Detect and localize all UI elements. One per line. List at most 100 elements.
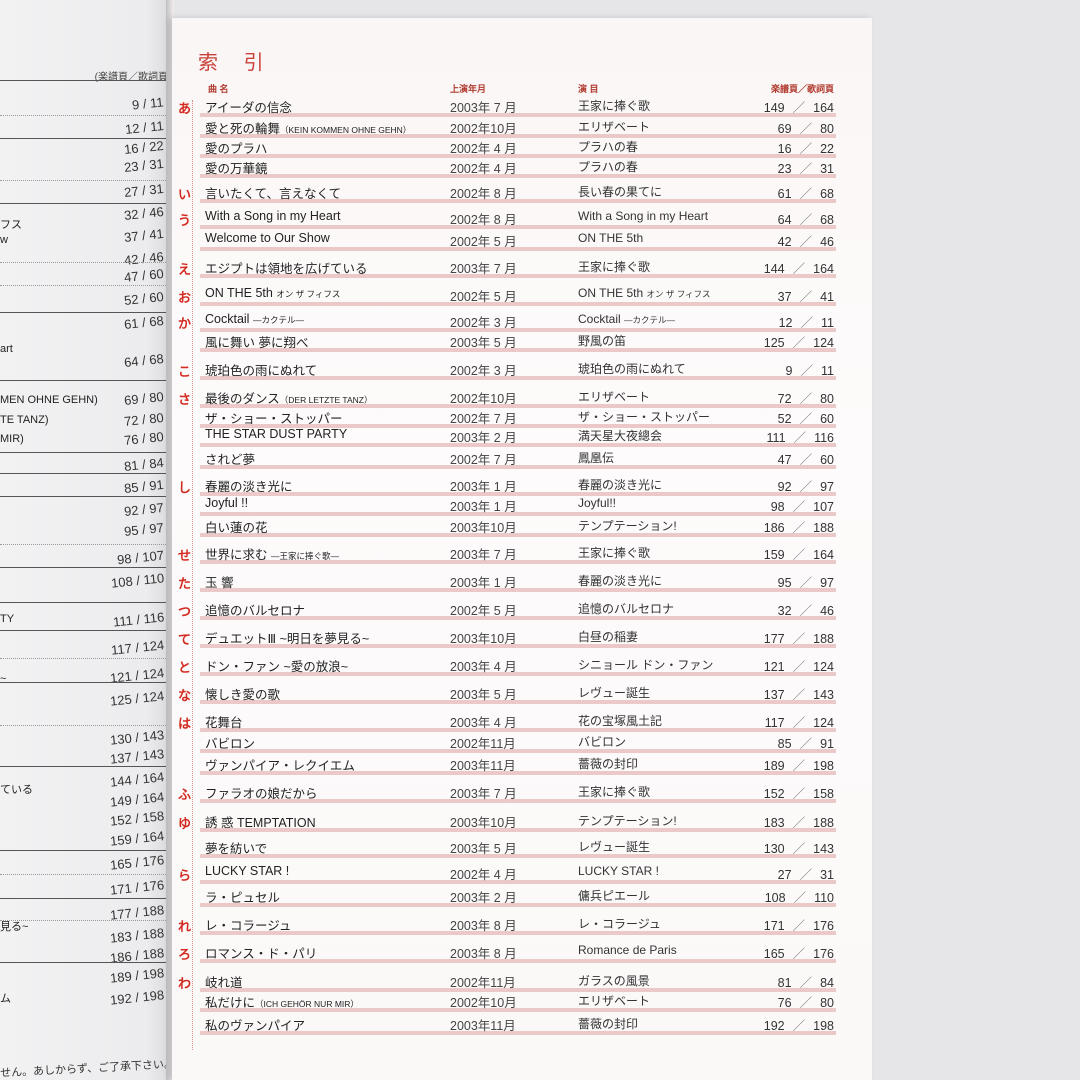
page-numbers: 32 ／ 46	[778, 600, 834, 619]
left-page-number: 125 / 124	[109, 688, 165, 709]
performance-date: 2002年11月	[450, 976, 516, 990]
lyrics-page: 124	[813, 716, 834, 730]
left-page-header: (楽譜頁／歌詞頁	[94, 72, 168, 83]
page-numbers: 95 ／ 97	[778, 572, 834, 591]
show-name: 王家に捧ぐ歌	[578, 260, 651, 274]
page-numbers: 159 ／ 164	[764, 544, 834, 563]
row-underline	[200, 113, 836, 117]
left-page-number: 98 / 107	[116, 547, 165, 568]
lyrics-page: 80	[820, 392, 834, 406]
row-underline	[200, 154, 836, 158]
left-page-number: 47 / 60	[123, 265, 165, 286]
left-page-number: 42 / 46	[123, 248, 165, 269]
left-page-rule	[0, 567, 172, 568]
score-page: 95	[777, 576, 792, 590]
score-page: 69	[777, 122, 792, 136]
page-separator: ／	[792, 947, 806, 961]
performance-date: 2003年 5 月	[450, 842, 517, 856]
left-page-number: 189 / 198	[109, 965, 165, 986]
left-page-fragment: TE TANZ)	[0, 414, 49, 426]
row-underline	[200, 274, 836, 278]
score-page: 125	[763, 336, 785, 350]
performance-date: 2003年11月	[450, 759, 516, 773]
index-row: ゆ誘 惑 TEMPTATION 2003年10月 テンプテーション! 183 ／ 188	[172, 812, 872, 832]
lyrics-page: 143	[813, 842, 834, 856]
page-numbers: 52 ／ 60	[778, 408, 834, 427]
lyrics-page: 110	[814, 891, 834, 905]
lyrics-page: 46	[820, 235, 834, 249]
left-page-rule	[0, 452, 172, 453]
index-row: 愛のプラハ 2002年 4 月 プラハの春 16 ／ 22	[172, 138, 872, 158]
song-title: ファラオの娘だから	[205, 787, 318, 801]
left-page-fragment: フス	[0, 219, 22, 231]
left-page-number: 149 / 164	[109, 789, 165, 810]
song-title: Cocktail —カクテル—	[205, 312, 304, 326]
row-underline	[200, 492, 836, 496]
show-name: 白昼の稲妻	[578, 630, 639, 644]
page-separator: ／	[799, 976, 813, 990]
score-page: 117	[764, 716, 785, 730]
left-page-rule	[0, 138, 172, 139]
page-numbers: 152 ／ 158	[764, 783, 834, 802]
score-page: 52	[777, 412, 792, 426]
left-page-number: 165 / 176	[109, 852, 165, 873]
score-page: 111	[766, 431, 786, 445]
performance-date: 2003年 4 月	[450, 716, 517, 730]
row-underline	[200, 174, 836, 178]
left-page-footer: せん。あしからず、ご了承下さい。	[0, 1058, 172, 1080]
lyrics-page: 124	[813, 336, 834, 350]
index-row: ザ・ショー・ストッパー 2002年 7 月 ザ・ショー・ストッパー 52 ／ 60	[172, 408, 872, 428]
index-row: とドン・ファン ~愛の放浪~ 2003年 4 月シニョール ドン・ファン 121 ／ 1…	[172, 656, 872, 676]
score-page: 137	[763, 688, 785, 702]
left-page-rule	[0, 920, 172, 921]
page-numbers: 171 ／ 176	[764, 915, 834, 934]
left-page-number: 12 / 11	[124, 118, 165, 137]
kana-label: い	[178, 187, 192, 202]
performance-date: 2002年 4 月	[450, 868, 517, 882]
lyrics-page: 176	[813, 947, 834, 961]
song-title: 私のヴァンパイア	[205, 1019, 306, 1033]
song-title: 言いたくて、言えなくて	[205, 187, 342, 201]
lyrics-page: 188	[813, 632, 834, 646]
show-name: LUCKY STAR !	[578, 864, 659, 878]
song-title: 誘 惑 TEMPTATION	[205, 816, 316, 830]
lyrics-page: 158	[813, 787, 834, 801]
song-title: 最後のダンス（DER LETZTE TANZ）	[205, 392, 373, 406]
lyrics-page: 91	[820, 737, 834, 751]
kana-label: せ	[178, 548, 192, 563]
index-row: 白い蓮の花 2003年10月 テンプテーション! 186 ／ 188	[172, 517, 872, 537]
show-name: 春麗の淡き光に	[578, 574, 663, 588]
performance-date: 2002年11月	[450, 737, 516, 751]
row-underline	[200, 700, 836, 704]
performance-date: 2003年 8 月	[450, 919, 517, 933]
song-title: 愛のプラハ	[205, 142, 268, 156]
page-separator: ／	[799, 576, 813, 590]
page-separator: ／	[799, 868, 813, 882]
page-separator: ／	[792, 262, 806, 276]
row-underline	[200, 1008, 836, 1012]
subtitle-text: （DER LETZTE TANZ）	[279, 395, 373, 405]
left-page-rule	[0, 203, 172, 204]
index-row: されど夢 2002年 7 月 鳳凰伝 47 ／ 60	[172, 449, 872, 469]
page-separator: ／	[792, 716, 806, 730]
left-page: (楽譜頁／歌詞頁 せん。あしからず、ご了承下さい。 9 / 11 12 / 11 1…	[0, 0, 172, 1080]
index-row: Joyful !! 2003年 1 月 Joyful!! 98 ／ 107	[172, 496, 872, 516]
page-numbers: 177 ／ 188	[764, 628, 834, 647]
score-page: 144	[763, 262, 785, 276]
lyrics-page: 31	[820, 868, 834, 882]
index-row: ヴァンパイア・レクイエム 2003年11月 薔薇の封印 189 ／ 198	[172, 755, 872, 775]
left-page-number: 61 / 68	[123, 312, 165, 333]
page-separator: ／	[799, 392, 813, 406]
song-title: 玉 響	[205, 576, 234, 590]
page-separator: ／	[800, 316, 814, 330]
song-title: 愛と死の輪舞（KEIN KOMMEN OHNE GEHN）	[205, 122, 412, 136]
left-page-fragment: TY	[0, 613, 15, 625]
song-title: されど夢	[205, 453, 256, 467]
song-title: ON THE 5th オン ザ フィフス	[205, 286, 341, 300]
page-numbers: 117 ／ 124	[765, 712, 834, 731]
score-page: 183	[763, 816, 785, 830]
subtitle-text: —カクテル—	[252, 315, 304, 325]
index-row: 私のヴァンパイア 2003年11月 薔薇の封印 192 ／ 198	[172, 1015, 872, 1035]
show-name: ON THE 5th	[578, 231, 644, 245]
row-underline	[200, 465, 836, 469]
